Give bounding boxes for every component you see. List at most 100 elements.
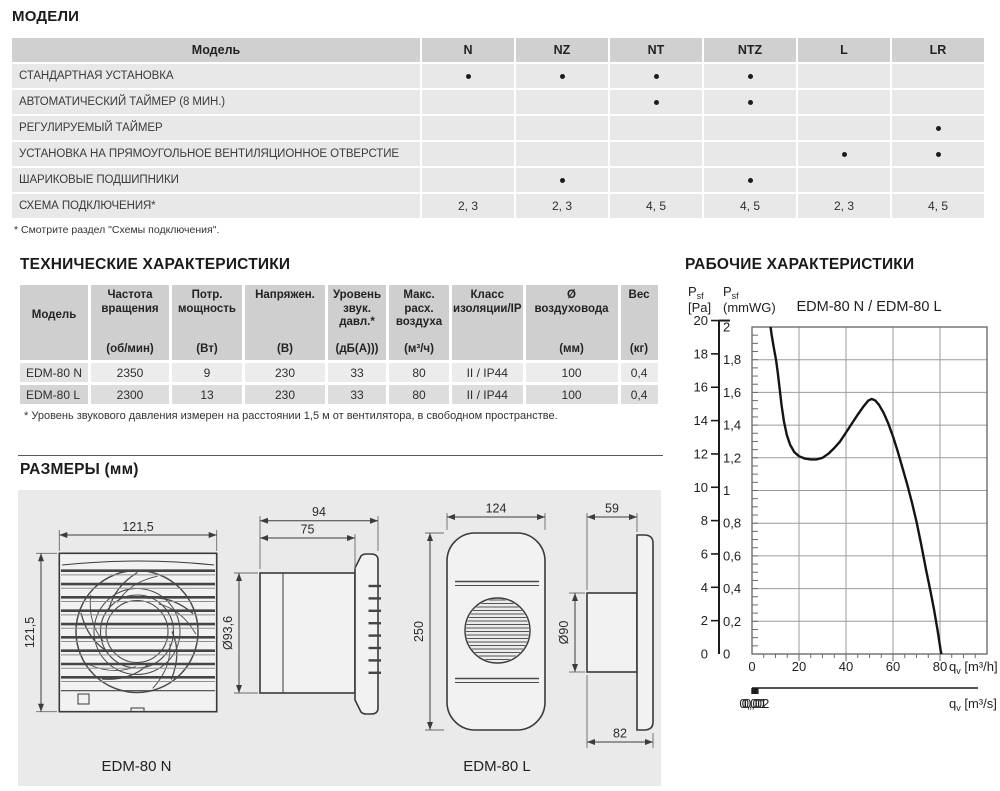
section-divider — [18, 455, 663, 456]
mmwg-tick-label: 1,2 — [723, 450, 741, 465]
x2-tick-label: 0,00 — [739, 696, 764, 711]
dimensions-section-title: РАЗМЕРЫ (мм) — [20, 461, 139, 478]
mmwg-tick-label: 1,8 — [723, 352, 741, 367]
tech-header-name: Потр. мощность — [178, 289, 236, 315]
models-cell — [798, 64, 890, 88]
tech-cell: 2300 — [91, 385, 169, 404]
models-cell — [892, 168, 984, 192]
models-cell — [798, 116, 890, 140]
feature-dot — [559, 74, 565, 80]
x-tick-label: 40 — [839, 659, 853, 674]
pa-tick-label: 2 — [701, 613, 708, 628]
pa-tick-label: 0 — [701, 647, 708, 662]
edm80n-label: EDM-80 N — [101, 758, 171, 775]
tech-table-row: EDM-80 L 2300 13 230 33 80 II / IP44 100 0,4 — [20, 385, 658, 404]
tech-col-header: Класс изоляции/IP — [452, 285, 523, 360]
tech-col-header: Потр. мощность (Вт) — [172, 285, 242, 360]
models-row-label: АВТОМАТИЧЕСКИЙ ТАЙМЕР (8 МИН.) — [12, 90, 420, 114]
models-col-header: NTZ — [704, 38, 796, 62]
feature-dot — [653, 74, 659, 80]
x-tick-label: 60 — [886, 659, 900, 674]
fan-grille-slats — [61, 569, 215, 692]
models-cell — [516, 142, 608, 166]
x2-tick-label: 0,01 — [742, 696, 767, 711]
models-row-label: УСТАНОВКА НА ПРЯМОУГОЛЬНОЕ ВЕНТИЛЯЦИОННО… — [12, 142, 420, 166]
chart-title: EDM-80 N / EDM-80 L — [796, 299, 941, 315]
models-cell — [610, 116, 702, 140]
tech-table-row: EDM-80 N 2350 9 230 33 80 II / IP44 100 0,4 — [20, 363, 658, 382]
models-cell: 2, 3 — [422, 194, 514, 218]
pa-tick-label: 20 — [694, 313, 708, 328]
edm80l-label: EDM-80 L — [463, 758, 531, 775]
models-cell — [704, 116, 796, 140]
tech-cell: 100 — [525, 385, 618, 404]
dimension-lines — [36, 513, 654, 748]
mmwg-axis-unit: (mmWG) — [723, 300, 776, 315]
mmwg-tick-label: 0 — [723, 647, 730, 662]
tech-col-header: Частота вращения (об/мин) — [91, 285, 169, 360]
tech-header-unit: (м³/ч) — [404, 343, 434, 355]
models-cell — [892, 116, 984, 140]
tech-header-unit: (мм) — [559, 343, 584, 355]
tech-cell: II / IP44 — [452, 363, 523, 382]
dim-l-plate-depth: 59 — [605, 502, 619, 516]
tech-cell: II / IP44 — [452, 385, 523, 404]
pa-axis-label: Psf — [688, 284, 704, 301]
feature-dot — [841, 152, 847, 158]
round-grille — [464, 597, 531, 664]
x-tick-label: 0 — [748, 659, 755, 674]
x-axis-secondary — [751, 687, 978, 694]
tech-header-name: Уровень звук. давл.* — [332, 289, 382, 329]
vent-slots — [455, 580, 539, 683]
tech-header-unit: (кг) — [629, 343, 649, 355]
models-table-row: РЕГУЛИРУЕМЫЙ ТАЙМЕР — [12, 116, 984, 140]
dimensions-drawing: 121,5 121,5 94 75 Ø93,6 124 250 59 Ø90 8… — [23, 502, 654, 775]
pa-tick-label: 14 — [694, 413, 708, 428]
pa-tick-label: 10 — [694, 480, 708, 495]
mmwg-tick-label: 2 — [723, 320, 730, 335]
dimensions-panel: 121,5 121,5 94 75 Ø93,6 124 250 59 Ø90 8… — [18, 490, 661, 786]
models-col-header: NZ — [516, 38, 608, 62]
models-cell — [610, 90, 702, 114]
mmwg-tick-label: 0,6 — [723, 548, 741, 563]
mmwg-axis-label: Psf — [723, 284, 739, 301]
x2-axis-unit-label: qv [m³/s] — [949, 696, 997, 713]
models-cell — [516, 90, 608, 114]
mmwg-tick-label: 0,4 — [723, 581, 741, 596]
models-row-label: ШАРИКОВЫЕ ПОДШИПНИКИ — [12, 168, 420, 192]
feature-dot — [747, 100, 753, 106]
tech-cell: 13 — [172, 385, 242, 404]
edm80l-front-view — [446, 532, 546, 731]
models-cell — [516, 64, 608, 88]
models-cell — [422, 90, 514, 114]
models-cell — [892, 142, 984, 166]
models-cell — [798, 168, 890, 192]
models-cell: 2, 3 — [798, 194, 890, 218]
tech-header-unit: (Вт) — [196, 343, 218, 355]
models-cell — [516, 116, 608, 140]
tech-footnote: * Уровень звукового давления измерен на … — [24, 410, 558, 422]
tech-header-name: Частота вращения — [101, 289, 159, 315]
models-table-row: ШАРИКОВЫЕ ПОДШИПНИКИ — [12, 168, 984, 192]
feature-dot — [747, 178, 753, 184]
models-col-header: N — [422, 38, 514, 62]
models-cell — [610, 142, 702, 166]
pa-tick-label: 6 — [701, 546, 708, 561]
tech-header-name: Ø воздуховода — [534, 289, 609, 315]
feature-dot — [465, 74, 471, 80]
models-cell — [704, 142, 796, 166]
tech-specs-table: Модель Частота вращения (об/мин) Потр. мощн… — [17, 282, 661, 407]
pa-tick-label: 18 — [694, 346, 708, 361]
models-cell: 4, 5 — [704, 194, 796, 218]
mounting-plate-slats — [368, 584, 381, 675]
feature-dot — [747, 74, 753, 80]
performance-chart: 0 2 4 6 8 10 12 14 16 18 20 0 0,2 0,4 0,6 0,8 1 1,2 1,4 1,6… — [685, 280, 1000, 720]
tech-cell: 230 — [245, 363, 325, 382]
models-row-label: СХЕМА ПОДКЛЮЧЕНИЯ* — [12, 194, 420, 218]
performance-section-title: РАБОЧИЕ ХАРАКТЕРИСТИКИ — [685, 256, 915, 273]
dim-n-depth-total: 94 — [312, 505, 326, 519]
tech-header-unit: (об/мин) — [106, 343, 154, 355]
tech-header-name: Напряжен. — [255, 289, 315, 301]
dim-n-depth-body: 75 — [301, 523, 315, 537]
